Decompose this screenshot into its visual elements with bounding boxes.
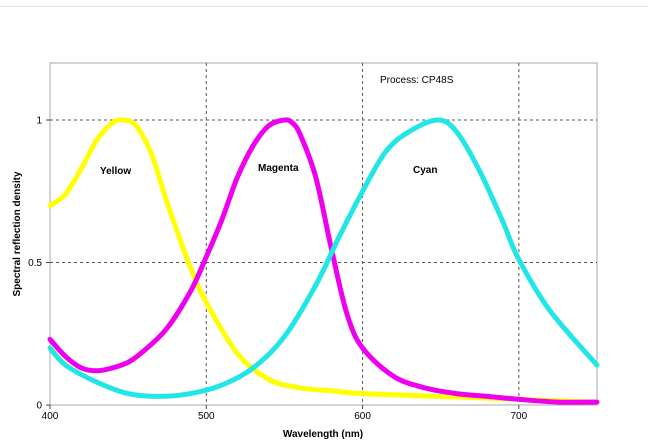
x-tick-label-600: 600 [354, 411, 371, 422]
series-labels: Yellow Magenta Cyan [100, 163, 437, 177]
series-line-magenta [47, 117, 600, 405]
x-tick-label-400: 400 [42, 411, 59, 422]
top-divider [0, 6, 648, 7]
series-label-magenta: Magenta [258, 163, 299, 174]
y-tick-label-0: 0 [36, 401, 42, 412]
y-tick-label-1: 1 [36, 116, 42, 127]
series-layer [47, 117, 600, 405]
x-axis-title: Wavelength (nm) [283, 429, 363, 440]
y-axis-title: Spectral reflection density [12, 171, 23, 296]
ticks: 400 500 600 700 0 0.5 1 [28, 116, 528, 423]
series-label-cyan: Cyan [413, 165, 437, 176]
x-tick-label-700: 700 [511, 411, 528, 422]
y-tick-label-0.5: 0.5 [28, 258, 42, 269]
x-tick-label-500: 500 [198, 411, 215, 422]
series-line-yellow [47, 117, 600, 405]
series-label-yellow: Yellow [100, 166, 131, 177]
series-line-cyan [47, 117, 600, 399]
process-annotation: Process: CP48S [380, 75, 454, 86]
plot-area [49, 62, 598, 406]
